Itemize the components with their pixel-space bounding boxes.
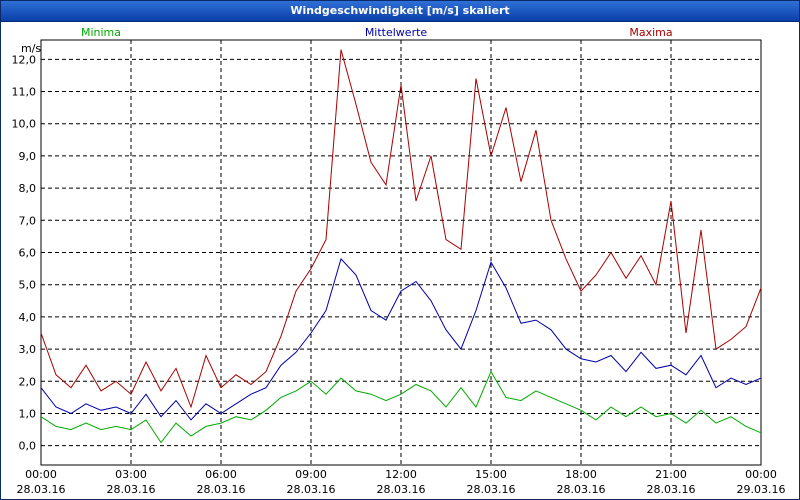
x-tick-time: 15:00 xyxy=(475,468,507,481)
x-tick-date: 29.03.16 xyxy=(737,483,786,496)
x-tick-date: 28.03.16 xyxy=(377,483,426,496)
x-tick-date: 28.03.16 xyxy=(647,483,696,496)
series-line-maxima xyxy=(40,49,762,409)
y-tick-label: 4,0 xyxy=(19,311,37,324)
y-tick-label: 11,0 xyxy=(12,86,37,99)
y-tick-label: 3,0 xyxy=(19,343,37,356)
y-tick-label: 8,0 xyxy=(19,182,37,195)
x-tick-date: 28.03.16 xyxy=(107,483,156,496)
y-tick-label: 10,0 xyxy=(12,118,37,131)
x-tick-date: 28.03.16 xyxy=(287,483,336,496)
x-tick-time: 12:00 xyxy=(385,468,417,481)
x-tick-time: 00:00 xyxy=(745,468,777,481)
x-tick-date: 28.03.16 xyxy=(467,483,516,496)
window-title: Windgeschwindigkeit [m/s] skaliert xyxy=(1,1,799,22)
plot-frame xyxy=(40,39,762,466)
y-tick-label: 12,0 xyxy=(12,53,37,66)
x-tick-date: 28.03.16 xyxy=(197,483,246,496)
x-tick-time: 18:00 xyxy=(565,468,597,481)
y-tick-label: 6,0 xyxy=(19,247,37,260)
series-line-minima xyxy=(40,370,762,444)
series-line-mittelwerte xyxy=(40,257,762,421)
legend-minima: Minima xyxy=(81,26,121,39)
y-axis-label: m/s xyxy=(21,42,41,55)
x-tick-date: 28.03.16 xyxy=(557,483,606,496)
x-tick-time: 09:00 xyxy=(295,468,327,481)
legend-maxima: Maxima xyxy=(629,26,672,39)
y-tick-label: 7,0 xyxy=(19,214,37,227)
y-tick-label: 5,0 xyxy=(19,279,37,292)
x-tick-date: 28.03.16 xyxy=(17,483,66,496)
chart-area: Minima Mittelwerte Maxima m/s 0,0 1,0 2,0 3,0 4,… xyxy=(12,26,786,496)
x-tick-time: 00:00 xyxy=(25,468,57,481)
y-tick-label: 2,0 xyxy=(19,375,37,388)
y-tick-label: 0,0 xyxy=(19,440,37,453)
legend-mittelwerte: Mittelwerte xyxy=(365,26,428,39)
y-tick-label: 9,0 xyxy=(19,150,37,163)
x-tick-time: 03:00 xyxy=(115,468,147,481)
y-tick-label: 1,0 xyxy=(19,407,37,420)
x-tick-time: 06:00 xyxy=(205,468,237,481)
x-tick-time: 21:00 xyxy=(655,468,687,481)
